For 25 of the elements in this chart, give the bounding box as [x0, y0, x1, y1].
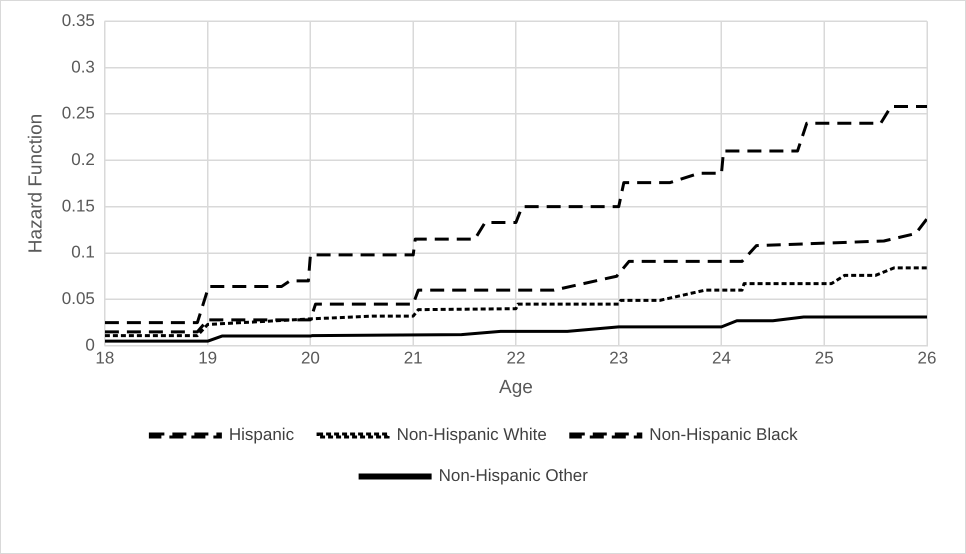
y-tick-label: 0	[85, 335, 95, 354]
line-series	[104, 217, 927, 334]
x-tick-label: 25	[814, 348, 834, 368]
y-tick-label: 0.25	[62, 104, 95, 123]
legend-label: Non-Hispanic Other	[438, 466, 588, 486]
x-tick-label: 23	[609, 348, 628, 368]
y-tick-label: 0.2	[71, 150, 95, 169]
y-tick-label: 0.15	[62, 196, 95, 216]
line-series	[104, 105, 927, 324]
y-tick-label: 0.3	[71, 57, 95, 76]
y-axis-title: Hazard Function	[26, 114, 47, 254]
legend-label: Non-Hispanic Black	[649, 425, 798, 444]
x-tick-label: 20	[300, 348, 320, 368]
x-tick-label: 24	[712, 348, 731, 368]
legend-label: Non-Hispanic White	[396, 425, 547, 444]
x-tick-label: 22	[506, 348, 526, 368]
y-tick-label: 0.35	[62, 10, 95, 30]
x-tick-label: 19	[198, 348, 218, 368]
x-tick-label: 21	[404, 348, 423, 368]
y-tick-label: 0.05	[62, 289, 95, 308]
x-tick-label: 18	[95, 348, 114, 368]
y-tick-label: 0.1	[71, 242, 95, 262]
x-axis-title: Age	[499, 376, 533, 398]
x-tick-label: 26	[918, 348, 936, 368]
legend-label: Hispanic	[228, 425, 295, 444]
